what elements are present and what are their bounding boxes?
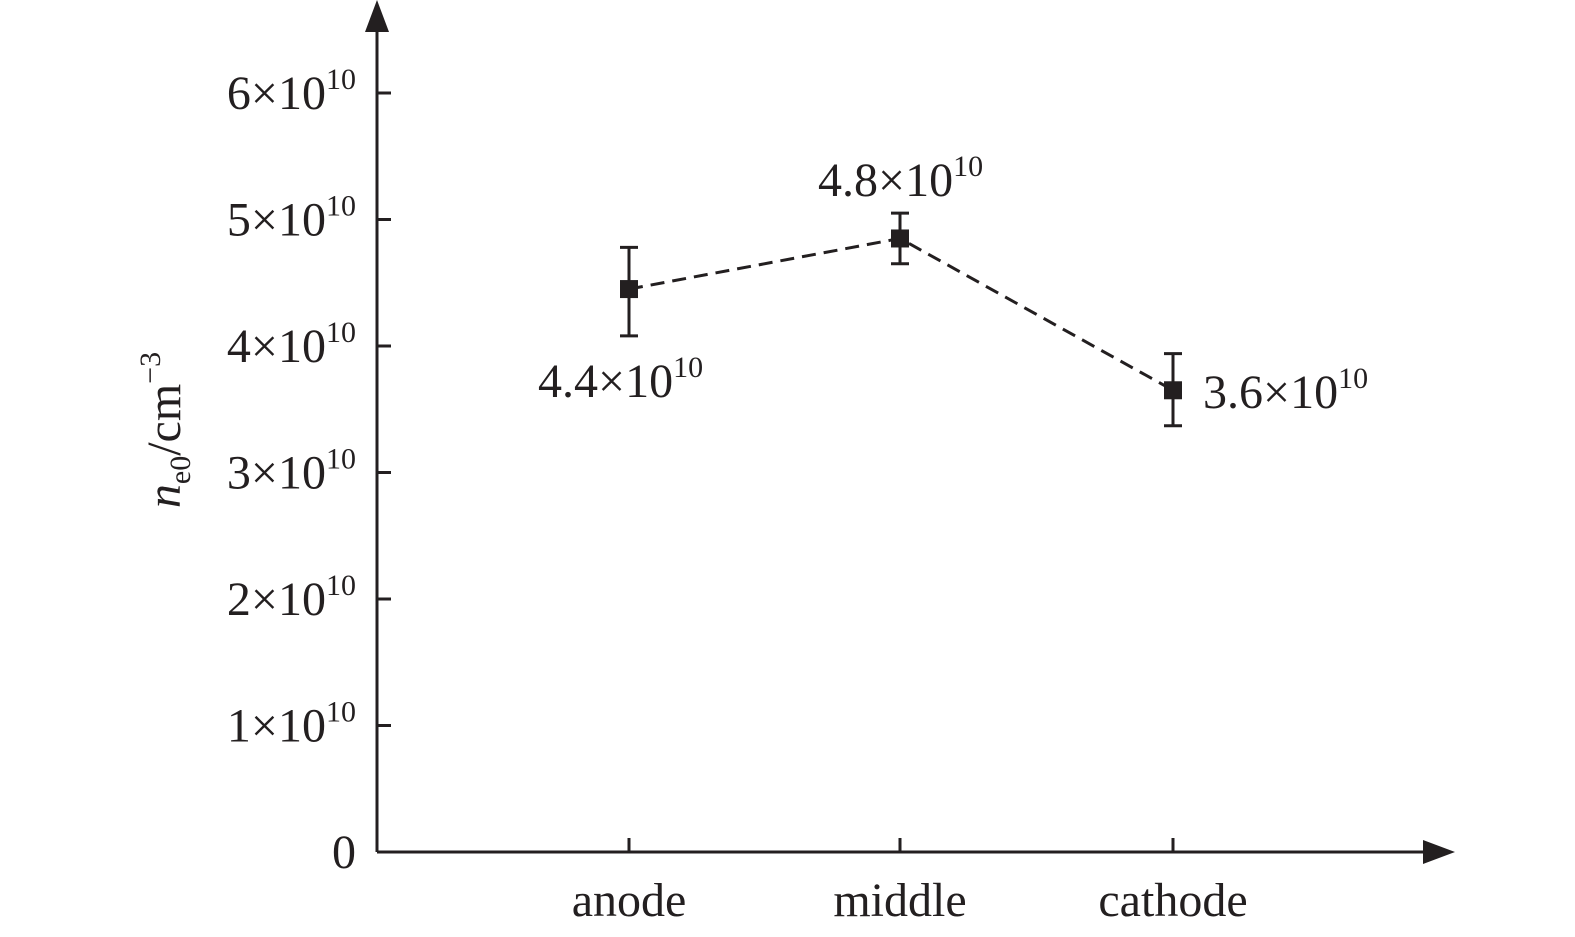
x-tick-label: anode — [572, 874, 687, 927]
y-axis-symbol: n — [138, 484, 191, 508]
x-tick-label: middle — [833, 874, 966, 927]
axes — [365, 0, 1455, 864]
y-tick-label-exponent: 10 — [326, 190, 356, 223]
data-label-exponent: 10 — [1338, 362, 1368, 395]
x-axis-arrow — [1423, 840, 1455, 864]
y-tick-label: 1×1010 — [227, 696, 356, 753]
data-point — [891, 229, 909, 248]
data-label-exponent: 10 — [673, 351, 703, 384]
y-axis-unit: /cm — [138, 384, 191, 456]
y-tick-label: 0 — [332, 826, 356, 879]
data-label-mantissa: 4.4×10 — [538, 355, 673, 408]
y-axis-arrow — [365, 0, 389, 32]
y-axis-subscript: e0 — [164, 456, 197, 484]
y-tick-label-exponent: 10 — [326, 443, 356, 476]
data-label: 3.6×1010 — [1203, 362, 1368, 419]
y-tick-label-mantissa: 5×10 — [227, 194, 326, 247]
series — [620, 211, 1182, 428]
data-label-mantissa: 3.6×10 — [1203, 366, 1338, 419]
y-tick-label-mantissa: 6×10 — [227, 67, 326, 120]
y-axis-label: ne0/cm−3 — [134, 352, 197, 508]
y-tick-label-exponent: 10 — [326, 63, 356, 96]
data-label: 4.8×1010 — [818, 150, 983, 207]
x-tick-label: cathode — [1098, 874, 1247, 927]
y-tick-label-exponent: 10 — [326, 569, 356, 602]
y-tick-label: 6×1010 — [227, 63, 356, 120]
data-label: 4.4×1010 — [538, 351, 703, 408]
y-tick-label: 4×1010 — [227, 316, 356, 373]
y-tick-label-mantissa: 3×10 — [227, 447, 326, 500]
y-axis-unit-exponent: −3 — [134, 352, 167, 384]
y-tick-label: 2×1010 — [227, 569, 356, 626]
data-point — [1164, 381, 1182, 400]
y-tick-label: 5×1010 — [227, 190, 356, 247]
y-tick-label: 3×1010 — [227, 443, 356, 500]
data-label-mantissa: 4.8×10 — [818, 154, 953, 207]
y-tick-label-mantissa: 0 — [332, 826, 356, 879]
y-tick-label-exponent: 10 — [326, 316, 356, 349]
y-tick-label-mantissa: 1×10 — [227, 700, 326, 753]
y-tick-label-mantissa: 4×10 — [227, 320, 326, 373]
y-tick-label-mantissa: 2×10 — [227, 573, 326, 626]
data-point — [620, 280, 638, 299]
x-ticks: anode middle cathode — [572, 838, 1248, 927]
data-label-exponent: 10 — [953, 150, 983, 183]
y-tick-label-exponent: 10 — [326, 696, 356, 729]
